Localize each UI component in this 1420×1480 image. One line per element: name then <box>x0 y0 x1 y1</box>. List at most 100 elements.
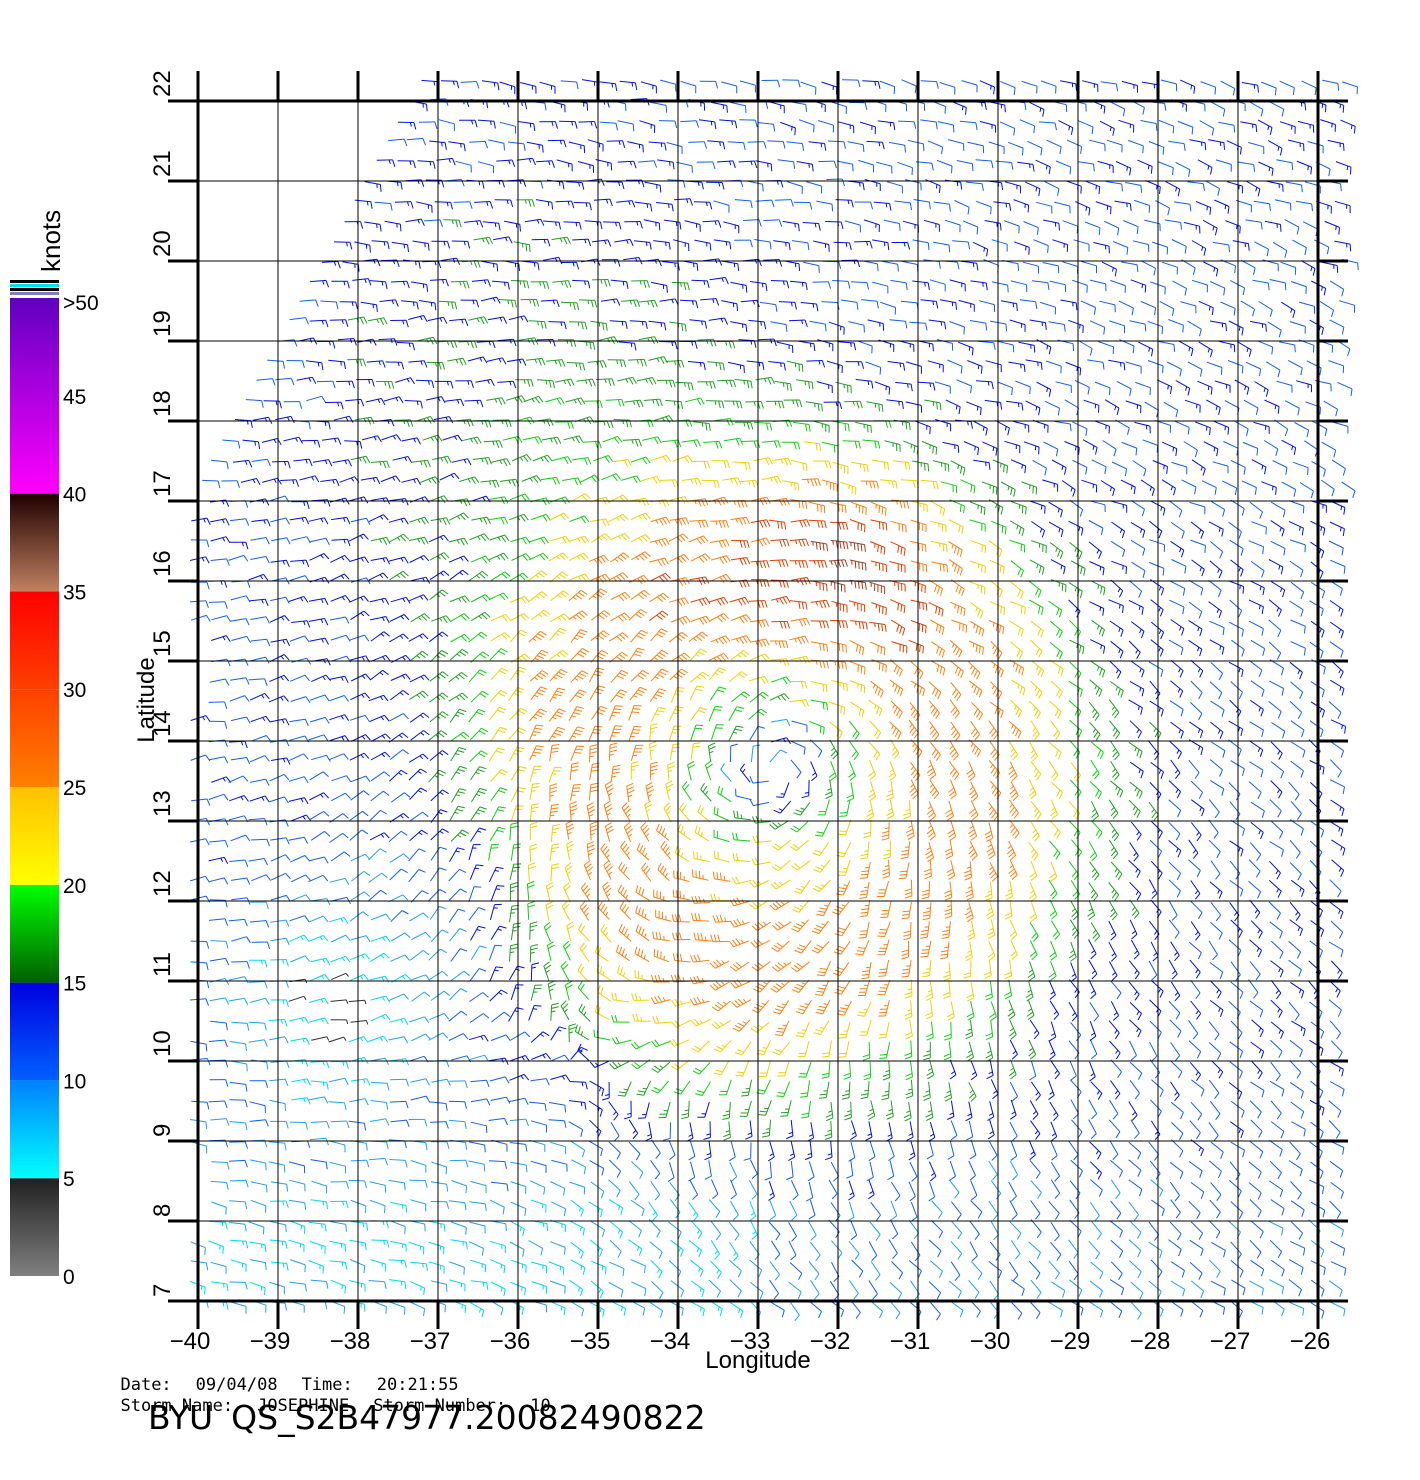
wind-barb <box>330 595 351 602</box>
wind-barb <box>451 458 472 466</box>
wind-barb <box>812 842 830 856</box>
wind-barb <box>1069 919 1080 939</box>
wind-barb <box>569 762 579 781</box>
wind-barb <box>475 378 495 387</box>
wind-barb <box>528 1005 542 1021</box>
wind-barb <box>1165 181 1181 197</box>
wind-barb <box>1289 321 1306 334</box>
wind-barb <box>888 1141 895 1162</box>
wind-barb <box>486 397 506 406</box>
wind-barb <box>288 596 309 603</box>
wind-barb <box>308 874 329 883</box>
wind-barb <box>699 80 719 89</box>
wind-barb <box>1110 1200 1122 1220</box>
wind-barb <box>1042 262 1060 274</box>
wind-barb <box>690 742 701 760</box>
wind-barb <box>408 1241 425 1255</box>
wind-barb <box>250 920 270 928</box>
wind-barb <box>669 496 689 505</box>
wind-barb <box>1108 599 1124 613</box>
wind-barb <box>850 1220 858 1241</box>
wind-barb <box>950 579 965 596</box>
wind-barb <box>710 934 729 943</box>
wind-barb <box>1128 640 1141 660</box>
wind-barb <box>270 1261 289 1271</box>
wind-barb <box>549 783 558 802</box>
wind-barb <box>570 783 581 801</box>
wind-barb <box>673 870 690 882</box>
wind-barb <box>848 720 860 740</box>
wind-barb <box>417 160 436 169</box>
wind-barb <box>1010 1301 1023 1320</box>
wind-barb <box>424 219 443 227</box>
wind-barb <box>988 720 999 740</box>
wind-barb <box>1064 441 1080 455</box>
wind-barb <box>1208 579 1222 598</box>
wind-barb <box>940 941 950 960</box>
wind-barb <box>583 860 594 881</box>
wind-barb <box>1268 641 1282 660</box>
wind-barb <box>1250 320 1267 332</box>
wind-barb <box>1004 900 1013 920</box>
wind-barb <box>1028 1300 1041 1320</box>
wind-barb <box>633 240 652 250</box>
wind-barb <box>490 1220 507 1232</box>
wind-barb <box>289 1281 307 1292</box>
wind-barb <box>1291 741 1306 758</box>
wind-barb <box>617 160 637 169</box>
wind-barb <box>488 139 505 151</box>
wind-barb <box>1049 1101 1059 1122</box>
wind-barb <box>546 941 555 961</box>
wind-barb <box>1129 899 1140 919</box>
wind-barb <box>1251 1019 1264 1038</box>
wind-barb <box>793 880 811 894</box>
wind-barb <box>309 974 330 982</box>
wind-barb <box>1089 1061 1096 1082</box>
wind-barb <box>1280 261 1297 275</box>
wind-barb <box>448 1033 469 1041</box>
wind-barb <box>907 139 925 152</box>
wind-barb <box>600 924 612 943</box>
wind-barb <box>1089 1280 1103 1298</box>
wind-barb <box>530 1078 550 1086</box>
wind-barb <box>912 280 930 291</box>
wind-barb <box>731 876 752 885</box>
wind-barb <box>889 580 906 592</box>
wind-barb <box>749 798 770 807</box>
wind-barb <box>1025 181 1041 196</box>
wind-barb <box>769 559 789 568</box>
wind-barb <box>1289 560 1304 578</box>
wind-barb <box>810 1241 821 1262</box>
wind-barb <box>670 1280 685 1298</box>
wind-barb <box>1342 81 1358 95</box>
wind-barb <box>795 1021 810 1038</box>
wind-barb <box>790 961 810 973</box>
wind-barb <box>389 614 410 622</box>
wind-barb <box>1029 902 1038 923</box>
wind-barb <box>1288 940 1302 959</box>
wind-barb <box>528 100 547 111</box>
wind-barb <box>1288 500 1305 514</box>
wind-barb <box>1229 879 1244 897</box>
wind-barb <box>618 341 637 351</box>
wind-barb <box>1171 239 1187 254</box>
wind-barb <box>311 674 331 683</box>
wind-barb <box>1290 1101 1305 1119</box>
wind-barb <box>490 1281 506 1297</box>
wind-barb <box>984 399 1003 410</box>
wind-barb <box>885 781 894 801</box>
wind-barb <box>611 1036 632 1045</box>
wind-barb <box>329 1240 347 1252</box>
wind-barb <box>1168 901 1178 921</box>
wind-barb <box>1048 1260 1060 1280</box>
wind-barb <box>595 378 615 386</box>
wind-barb <box>467 356 488 364</box>
wind-barb <box>450 1239 468 1250</box>
wind-barb <box>968 640 984 655</box>
wind-barb <box>528 591 548 602</box>
wind-barb <box>1195 201 1212 215</box>
wind-barb <box>231 580 251 588</box>
wind-barb <box>230 595 251 603</box>
wind-barb <box>610 764 621 783</box>
wind-barb <box>566 362 586 371</box>
